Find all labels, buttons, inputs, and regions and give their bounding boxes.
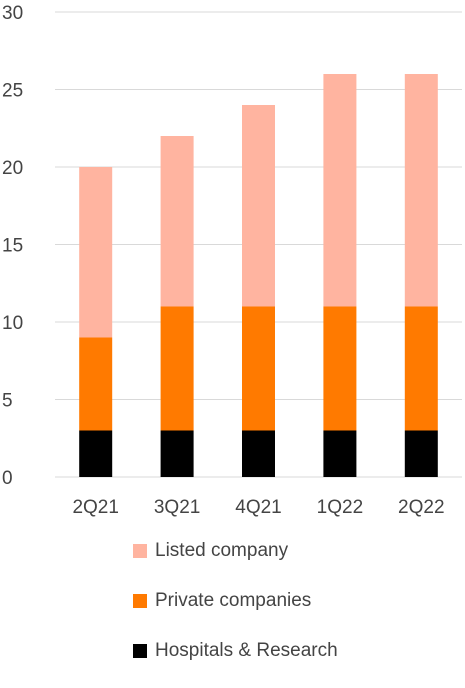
bar-4Q21-private-companies xyxy=(242,306,275,431)
bars xyxy=(79,74,438,477)
y-tick-label: 30 xyxy=(2,3,23,24)
x-tick-label: 3Q21 xyxy=(154,497,200,518)
y-tick-label: 0 xyxy=(2,468,13,489)
bar-2Q22-hospitals-research xyxy=(404,430,438,477)
x-tick-label: 4Q21 xyxy=(235,497,281,518)
stacked-bar-chart: 0 5 10 15 20 25 30 2Q21 3Q21 4Q21 1Q22 2Q22 xyxy=(2,3,462,518)
legend-swatch-private-companies xyxy=(133,594,147,608)
legend-swatch-hospitals-research xyxy=(133,644,147,658)
legend-item-private-companies: Private companies xyxy=(133,588,338,614)
legend-item-hospitals-research: Hospitals & Research xyxy=(133,638,338,664)
legend: Listed company Private companies Hospita… xyxy=(133,538,338,688)
bar-3Q21-hospitals-research xyxy=(160,430,194,477)
x-tick-label: 2Q22 xyxy=(398,497,444,518)
bar-2Q22-listed-company xyxy=(404,74,438,307)
bar-2Q22-private-companies xyxy=(404,306,438,431)
bar-3Q21-private-companies xyxy=(160,306,194,431)
x-axis-tick-labels: 2Q21 3Q21 4Q21 1Q22 2Q22 xyxy=(72,497,444,518)
bar-4Q21-hospitals-research xyxy=(242,430,275,477)
legend-label-hospitals-research: Hospitals & Research xyxy=(155,640,338,661)
bar-1Q22-private-companies xyxy=(323,306,357,431)
bar-2Q21-listed-company xyxy=(79,167,113,338)
x-tick-label: 2Q21 xyxy=(72,497,118,518)
legend-label-private-companies: Private companies xyxy=(155,590,312,611)
bar-4Q21-listed-company xyxy=(242,105,275,307)
bar-2Q21-hospitals-research xyxy=(79,430,113,477)
legend-item-listed-company: Listed company xyxy=(133,538,338,564)
legend-label-listed-company: Listed company xyxy=(155,540,289,561)
legend-swatch-listed-company xyxy=(133,544,147,558)
bar-1Q22-hospitals-research xyxy=(323,430,357,477)
y-tick-label: 10 xyxy=(2,313,23,334)
y-tick-label: 25 xyxy=(2,81,23,102)
y-axis-tick-labels: 0 5 10 15 20 25 30 xyxy=(2,3,23,489)
bar-3Q21-listed-company xyxy=(160,136,194,307)
y-tick-label: 15 xyxy=(2,236,23,257)
bar-2Q21-private-companies xyxy=(79,337,113,431)
y-tick-label: 20 xyxy=(2,158,23,179)
bar-1Q22-listed-company xyxy=(323,74,357,307)
x-tick-label: 1Q22 xyxy=(317,497,363,518)
y-tick-label: 5 xyxy=(2,391,13,412)
